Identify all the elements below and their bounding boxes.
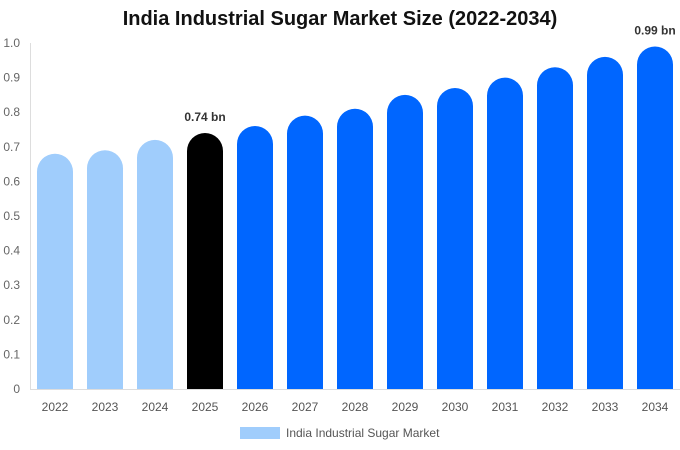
bar-2029 — [387, 94, 423, 389]
legend-label: India Industrial Sugar Market — [286, 426, 440, 440]
x-tick-label: 2030 — [442, 400, 469, 414]
x-tick-label: 2028 — [342, 400, 369, 414]
x-tick-label: 2034 — [642, 400, 669, 414]
data-label: 0.99 bn — [634, 23, 675, 37]
y-tick-label: 0.2 — [3, 313, 20, 327]
y-tick-label: 0.6 — [3, 174, 20, 188]
bar-2022 — [37, 153, 73, 389]
x-tick-label: 2029 — [392, 400, 419, 414]
y-tick-label: 0.3 — [3, 278, 20, 292]
x-tick-label: 2033 — [592, 400, 619, 414]
y-tick-label: 0.9 — [3, 71, 20, 85]
y-tick-label: 0.7 — [3, 140, 20, 154]
bar-2026 — [237, 126, 273, 390]
bar-2033 — [587, 56, 623, 390]
legend-swatch — [240, 427, 280, 439]
y-tick-label: 0.8 — [3, 105, 20, 119]
bar-2031 — [487, 77, 523, 389]
bar-2028 — [337, 108, 373, 390]
x-tick-label: 2031 — [492, 400, 519, 414]
bar-2034 — [637, 46, 673, 390]
data-label: 0.74 bn — [184, 110, 225, 124]
x-tick-label: 2022 — [42, 400, 69, 414]
x-tick-label: 2026 — [242, 400, 269, 414]
y-tick-label: 0.5 — [3, 209, 20, 223]
y-tick-label: 0.4 — [3, 244, 20, 258]
bar-2030 — [437, 87, 473, 389]
y-tick-label: 0 — [13, 382, 20, 396]
y-tick-label: 1.0 — [3, 36, 20, 50]
x-tick-label: 2023 — [92, 400, 119, 414]
y-tick-label: 0.1 — [3, 347, 20, 361]
bar-2027 — [287, 115, 323, 389]
x-tick-label: 2025 — [192, 400, 219, 414]
bar-2023 — [87, 150, 123, 389]
x-tick-label: 2027 — [292, 400, 319, 414]
x-tick-label: 2032 — [542, 400, 569, 414]
chart-title: India Industrial Sugar Market Size (2022… — [122, 8, 558, 30]
bar-2024 — [137, 139, 173, 389]
x-tick-label: 2024 — [142, 400, 169, 414]
legend: India Industrial Sugar Market — [240, 426, 439, 440]
bar-2025 — [187, 132, 223, 389]
bar-2032 — [537, 67, 573, 389]
